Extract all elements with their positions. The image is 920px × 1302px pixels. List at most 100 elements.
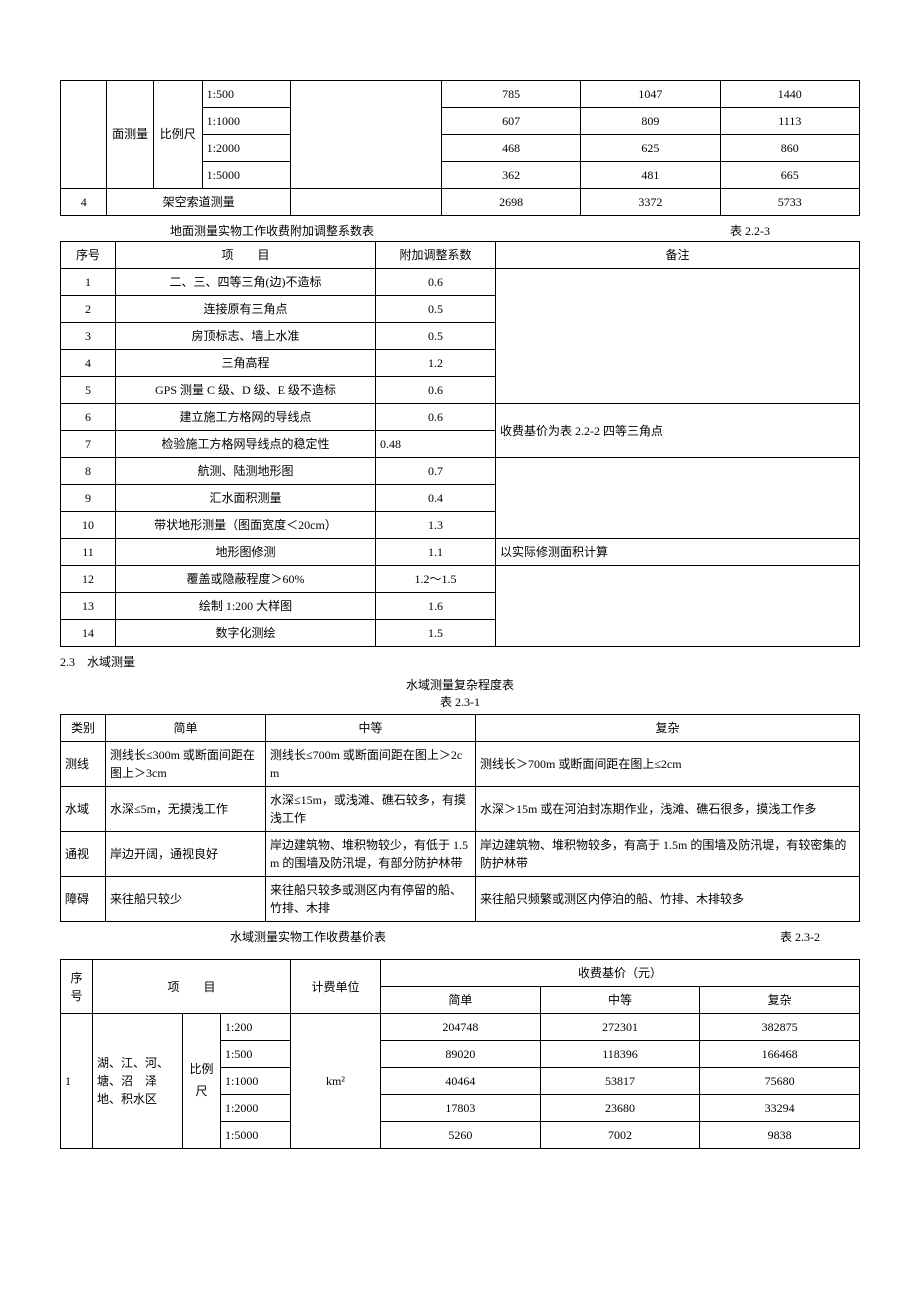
col-unit: 计费单位 bbox=[291, 960, 381, 1014]
table-water-complexity: 类别 简单 中等 复杂 测线 测线长≤300m 或断面间距在图上＞3cm 测线长… bbox=[60, 714, 860, 922]
cell-coef: 0.4 bbox=[376, 485, 496, 512]
cell-item: 建立施工方格网的导线点 bbox=[116, 404, 376, 431]
cell-val: 3372 bbox=[581, 189, 720, 216]
cell-val: 118396 bbox=[540, 1041, 700, 1068]
cell-val: 40464 bbox=[381, 1068, 541, 1095]
cell-seq: 4 bbox=[61, 189, 107, 216]
cell-item: 三角高程 bbox=[116, 350, 376, 377]
cell-side-label: 比例尺 bbox=[183, 1014, 221, 1149]
cell-val: 23680 bbox=[540, 1095, 700, 1122]
section-heading-23: 2.3 水域测量 bbox=[60, 653, 860, 670]
cell-coef: 1.6 bbox=[376, 593, 496, 620]
cell-val: 1113 bbox=[720, 108, 859, 135]
col-seq: 序号 bbox=[61, 960, 93, 1014]
col-note: 备注 bbox=[496, 242, 860, 269]
cell-val: 53817 bbox=[540, 1068, 700, 1095]
cell-coef: 1.3 bbox=[376, 512, 496, 539]
cell-note bbox=[496, 269, 860, 404]
cell-coef: 1.5 bbox=[376, 620, 496, 647]
cell-item: 覆盖或隐蔽程度＞60% bbox=[116, 566, 376, 593]
cell-note: 以实际修测面积计算 bbox=[496, 539, 860, 566]
cell-b: 岸边建筑物、堆积物较少，有低于 1.5m 的围墙及防汛堤，有部分防护林带 bbox=[266, 832, 476, 877]
cell-val: 607 bbox=[441, 108, 580, 135]
cell-val: 5260 bbox=[381, 1122, 541, 1149]
cell-seq: 4 bbox=[61, 350, 116, 377]
cell-c: 来往船只频繁或测区内停泊的船、竹排、木排较多 bbox=[476, 877, 860, 922]
cell-scale: 1:500 bbox=[221, 1041, 291, 1068]
cell-seq: 14 bbox=[61, 620, 116, 647]
cell-scale: 1:2000 bbox=[202, 135, 290, 162]
cell-c: 水深＞15m 或在河泊封冻期作业，浅滩、礁石很多，摸浅工作多 bbox=[476, 787, 860, 832]
table-header-row: 序号 项 目 计费单位 收费基价（元） bbox=[61, 960, 860, 987]
cell-coef: 0.5 bbox=[376, 296, 496, 323]
caption-left: 地面测量实物工作收费附加调整系数表 bbox=[170, 222, 374, 239]
cell-item: 检验施工方格网导线点的稳定性 bbox=[116, 431, 376, 458]
cell-val: 809 bbox=[581, 108, 720, 135]
cell-seq: 9 bbox=[61, 485, 116, 512]
table-row: 水域 水深≤5m，无摸浅工作 水深≤15m，或浅滩、礁石较多，有摸浅工作 水深＞… bbox=[61, 787, 860, 832]
cell-val: 7002 bbox=[540, 1122, 700, 1149]
cell-cat: 测线 bbox=[61, 742, 106, 787]
col-item: 项 目 bbox=[93, 960, 291, 1014]
cell-val: 468 bbox=[441, 135, 580, 162]
cell-coef: 0.5 bbox=[376, 323, 496, 350]
cell-val: 5733 bbox=[720, 189, 859, 216]
table-row: 测线 测线长≤300m 或断面间距在图上＞3cm 测线长≤700m 或断面间距在… bbox=[61, 742, 860, 787]
col-price: 收费基价（元） bbox=[381, 960, 860, 987]
cell-blank bbox=[61, 81, 107, 189]
cell-b: 来往船只较多或测区内有停留的船、竹排、木排 bbox=[266, 877, 476, 922]
cell-blank2 bbox=[290, 81, 441, 189]
cell-seq: 13 bbox=[61, 593, 116, 620]
table-row: 面测量 比例尺 1:500 785 1047 1440 bbox=[61, 81, 860, 108]
cell-seq: 5 bbox=[61, 377, 116, 404]
cell-a: 测线长≤300m 或断面间距在图上＞3cm bbox=[106, 742, 266, 787]
cell-b: 测线长≤700m 或断面间距在图上＞2cm bbox=[266, 742, 476, 787]
cell-item: 二、三、四等三角(边)不造标 bbox=[116, 269, 376, 296]
cell-coef: 0.6 bbox=[376, 377, 496, 404]
cell-item: 汇水面积测量 bbox=[116, 485, 376, 512]
table-adjust-coef: 序号 项 目 附加调整系数 备注 1 二、三、四等三角(边)不造标 0.6 2 … bbox=[60, 241, 860, 647]
table-row: 1 二、三、四等三角(边)不造标 0.6 bbox=[61, 269, 860, 296]
cell-coef: 1.2 bbox=[376, 350, 496, 377]
cell-coef: 0.48 bbox=[376, 431, 496, 458]
table-row: 障碍 来往船只较少 来往船只较多或测区内有停留的船、竹排、木排 来往船只频繁或测… bbox=[61, 877, 860, 922]
cell-val: 665 bbox=[720, 162, 859, 189]
cell-blank3 bbox=[290, 189, 441, 216]
table-scale-measure: 面测量 比例尺 1:500 785 1047 1440 1:1000 607 8… bbox=[60, 80, 860, 216]
table-header-row: 序号 项 目 附加调整系数 备注 bbox=[61, 242, 860, 269]
cell-val: 785 bbox=[441, 81, 580, 108]
col-item: 项 目 bbox=[116, 242, 376, 269]
cell-item: 房顶标志、墙上水准 bbox=[116, 323, 376, 350]
cell-rowlabel-side: 比例尺 bbox=[153, 81, 202, 189]
cell-item: 地形图修测 bbox=[116, 539, 376, 566]
cell-seq: 1 bbox=[61, 269, 116, 296]
cell-b: 水深≤15m，或浅滩、礁石较多，有摸浅工作 bbox=[266, 787, 476, 832]
cell-val: 204748 bbox=[381, 1014, 541, 1041]
cell-seq: 6 bbox=[61, 404, 116, 431]
cell-scale: 1:1000 bbox=[221, 1068, 291, 1095]
cell-val: 2698 bbox=[441, 189, 580, 216]
cell-unit: km² bbox=[291, 1014, 381, 1149]
col-cat: 类别 bbox=[61, 715, 106, 742]
cell-val: 362 bbox=[441, 162, 580, 189]
cell-coef: 0.6 bbox=[376, 404, 496, 431]
table4-caption: 水域测量实物工作收费基价表 表 2.3-2 bbox=[60, 928, 860, 945]
cell-val: 382875 bbox=[700, 1014, 860, 1041]
cell-seq: 7 bbox=[61, 431, 116, 458]
cell-item: 连接原有三角点 bbox=[116, 296, 376, 323]
table3-no: 表 2.3-1 bbox=[60, 693, 860, 710]
cell-seq: 3 bbox=[61, 323, 116, 350]
cell-item-label: 湖、江、河、塘、沼 泽地、积水区 bbox=[93, 1014, 183, 1149]
cell-item: 航测、陆测地形图 bbox=[116, 458, 376, 485]
col-simple: 简单 bbox=[106, 715, 266, 742]
cell-a: 来往船只较少 bbox=[106, 877, 266, 922]
table-row: 6 建立施工方格网的导线点 0.6 收费基价为表 2.2-2 四等三角点 bbox=[61, 404, 860, 431]
caption-right: 表 2.2-3 bbox=[730, 222, 770, 239]
col-coef: 附加调整系数 bbox=[376, 242, 496, 269]
table-row: 4 架空索道测量 2698 3372 5733 bbox=[61, 189, 860, 216]
cell-scale: 1:2000 bbox=[221, 1095, 291, 1122]
cell-scale: 1:5000 bbox=[221, 1122, 291, 1149]
cell-coef: 0.7 bbox=[376, 458, 496, 485]
cell-seq: 8 bbox=[61, 458, 116, 485]
table-row: 12 覆盖或隐蔽程度＞60% 1.2～1.5 bbox=[61, 566, 860, 593]
